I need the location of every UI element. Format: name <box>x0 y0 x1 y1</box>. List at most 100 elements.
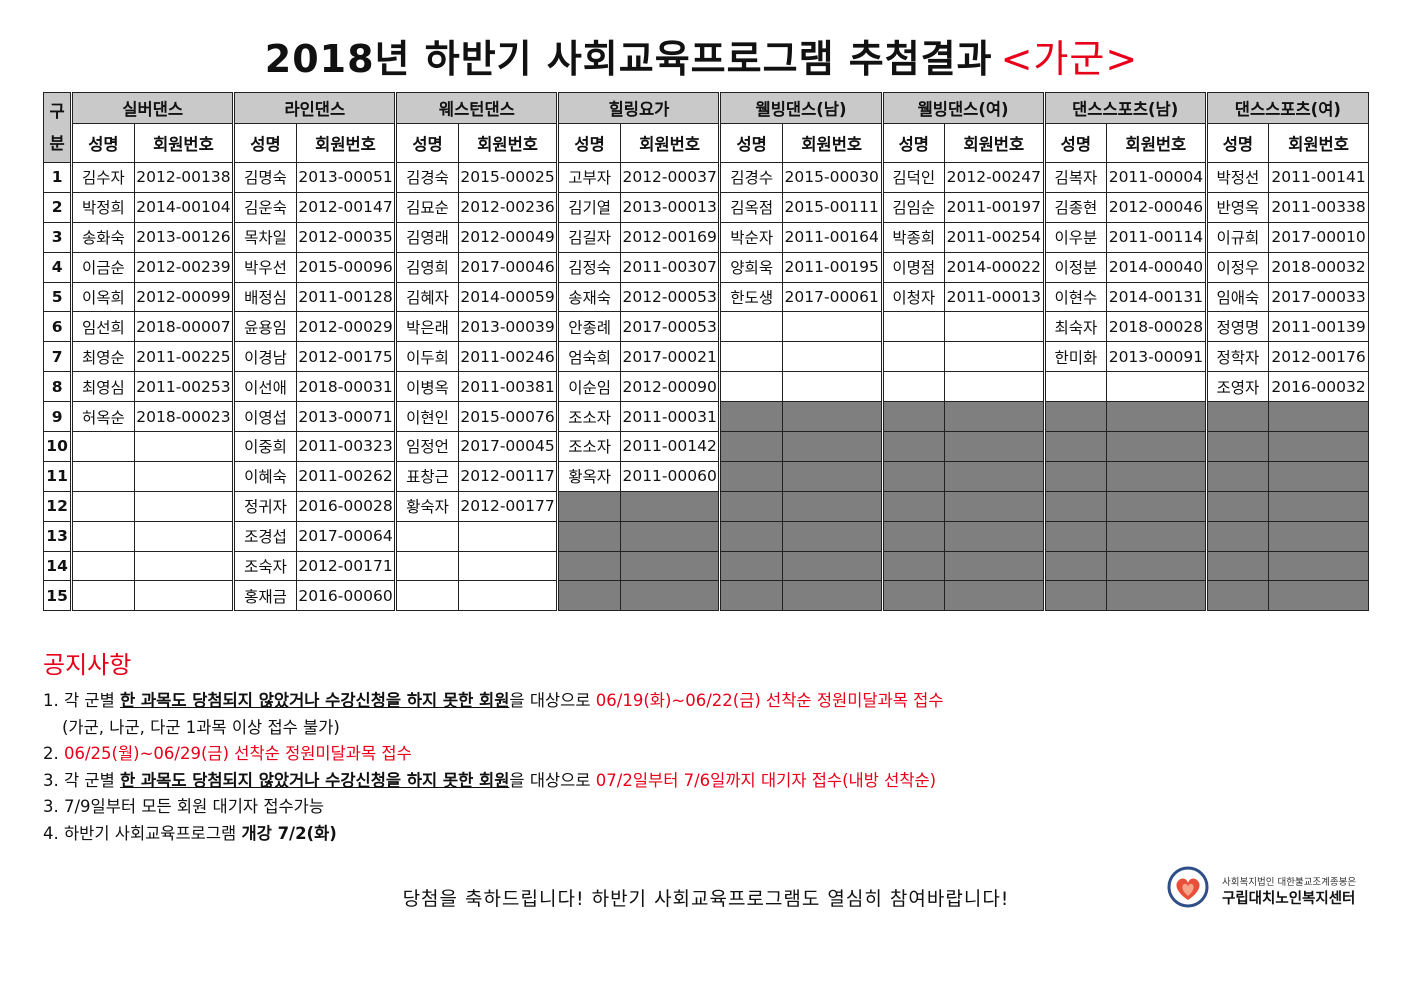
member-id-cell <box>1268 401 1369 433</box>
member-id-column-header: 회원번호 <box>457 123 559 163</box>
member-name-cell: 이순임 <box>556 371 621 403</box>
member-id-cell: 2018-00007 <box>133 311 235 343</box>
member-id-cell: 2018-00028 <box>1106 311 1207 343</box>
member-name-cell <box>1042 431 1108 462</box>
member-name-cell: 황숙자 <box>394 490 459 522</box>
member-id-column-header: 회원번호 <box>133 123 235 163</box>
member-id-cell <box>133 520 235 552</box>
member-id-column-header: 회원번호 <box>619 123 721 163</box>
notice-text: 1. 각 군별 <box>43 691 121 710</box>
name-column-header: 성명 <box>880 123 945 163</box>
table-row: 13 조경섭 2017-00064 <box>42 520 1369 552</box>
member-name-cell: 이우분 <box>1042 221 1108 253</box>
member-id-cell <box>943 580 1045 612</box>
member-id-column-header: 회원번호 <box>781 123 883 163</box>
notice-emphasis: 한 과목도 당첨되지 않았거나 수강신청을 하지 못한 회원 <box>120 691 510 710</box>
table-row: 14 조숙자 2012-00171 <box>42 550 1369 582</box>
row-number: 4 <box>42 251 73 283</box>
member-id-cell <box>943 460 1045 492</box>
member-id-cell: 2017-00064 <box>295 520 397 552</box>
member-name-cell <box>880 580 945 612</box>
member-id-column-header: 회원번호 <box>943 123 1045 163</box>
member-id-cell: 2012-00177 <box>457 490 559 522</box>
member-name-cell <box>718 550 783 582</box>
member-id-cell <box>133 431 235 462</box>
member-id-cell <box>781 401 883 433</box>
member-id-cell: 2017-00010 <box>1268 221 1369 253</box>
member-name-cell: 이명점 <box>880 251 945 283</box>
program-header: 웨스턴댄스 <box>394 92 559 124</box>
row-number: 8 <box>42 371 73 403</box>
notice-date: 07/2일부터 7/6일까지 대기자 접수(내방 선착순) <box>595 770 937 790</box>
member-name-cell <box>1204 401 1270 433</box>
member-name-cell <box>1042 550 1108 582</box>
member-name-cell <box>1204 520 1270 552</box>
member-name-cell <box>70 580 135 612</box>
member-name-cell: 이혜숙 <box>232 460 297 492</box>
name-column-header: 성명 <box>556 123 621 163</box>
member-id-cell <box>943 431 1045 462</box>
member-id-cell <box>781 371 883 403</box>
member-name-cell: 황옥자 <box>556 460 621 492</box>
member-id-column-header: 회원번호 <box>295 123 397 163</box>
member-id-cell: 2017-00061 <box>781 281 883 313</box>
member-name-cell: 조소자 <box>556 401 621 433</box>
member-name-cell <box>880 520 945 552</box>
member-name-cell <box>394 550 459 582</box>
member-id-cell: 2017-00053 <box>619 311 721 343</box>
title-text: 2018년 하반기 사회교육프로그램 추첨결과 <box>264 37 993 81</box>
member-id-cell: 2012-00099 <box>133 281 235 313</box>
member-id-cell: 2013-00051 <box>295 162 397 193</box>
member-id-cell <box>781 490 883 522</box>
member-id-cell <box>1268 580 1369 612</box>
row-number: 5 <box>42 281 73 313</box>
member-id-cell: 2011-00197 <box>943 191 1045 223</box>
member-id-cell: 2014-00040 <box>1106 251 1207 283</box>
table-row: 12 정귀자 2016-00028 황숙자 2012-00177 <box>42 490 1369 522</box>
member-name-cell <box>556 520 621 552</box>
row-number: 11 <box>42 460 73 492</box>
member-name-cell <box>718 580 783 612</box>
member-id-cell: 2011-00060 <box>619 460 721 492</box>
member-id-cell <box>619 490 721 522</box>
member-name-cell: 이선애 <box>232 371 297 403</box>
member-name-cell: 박정희 <box>70 191 135 223</box>
member-id-cell <box>1106 580 1207 612</box>
member-name-cell: 김길자 <box>556 221 621 253</box>
member-id-column-header: 회원번호 <box>1268 123 1369 163</box>
member-name-cell: 조경섭 <box>232 520 297 552</box>
member-name-cell: 김경숙 <box>394 162 459 193</box>
member-id-cell: 2011-00141 <box>1268 162 1369 193</box>
member-id-cell: 2012-00046 <box>1106 191 1207 223</box>
member-id-cell: 2014-00131 <box>1106 281 1207 313</box>
member-name-cell <box>1204 580 1270 612</box>
member-id-cell: 2011-00142 <box>619 431 721 462</box>
member-name-cell <box>70 520 135 552</box>
title-group: <가군> <box>1000 37 1139 81</box>
member-name-cell <box>718 341 783 373</box>
member-id-cell: 2012-00236 <box>457 191 559 223</box>
member-id-cell: 2013-00126 <box>133 221 235 253</box>
notice-item-1-sub: (가군, 나군, 다군 1과목 이상 접수 불가) <box>62 717 340 737</box>
member-id-cell: 2013-00091 <box>1106 341 1207 373</box>
member-name-cell: 한미화 <box>1042 341 1108 373</box>
center-logo: 사회복지법인 대한불교조계종봉은 구립대치노인복지센터 <box>1166 862 1366 912</box>
table-row: 4 이금순 2012-00239 박우선 2015-00096 김영희 2017-00046… <box>42 251 1369 283</box>
member-id-cell <box>781 520 883 552</box>
member-id-cell: 2014-00022 <box>943 251 1045 283</box>
member-name-cell: 안종례 <box>556 311 621 343</box>
page-title: 2018년 하반기 사회교육프로그램 추첨결과 <가군> <box>0 28 1403 83</box>
notice-text: 3. 각 군별 <box>43 770 121 790</box>
member-id-cell <box>943 550 1045 582</box>
member-name-cell <box>1042 460 1108 492</box>
member-name-cell: 최숙자 <box>1042 311 1108 343</box>
member-id-cell: 2017-00046 <box>457 251 559 283</box>
notice-section: 공지사항 1. 각 군별 한 과목도 당첨되지 않았거나 수강신청을 하지 못한… <box>43 645 1143 847</box>
member-id-cell: 2011-00195 <box>781 251 883 283</box>
member-name-cell: 최영순 <box>70 341 135 373</box>
member-name-cell: 윤용임 <box>232 311 297 343</box>
row-number: 1 <box>42 162 73 193</box>
member-name-cell: 박은래 <box>394 311 459 343</box>
